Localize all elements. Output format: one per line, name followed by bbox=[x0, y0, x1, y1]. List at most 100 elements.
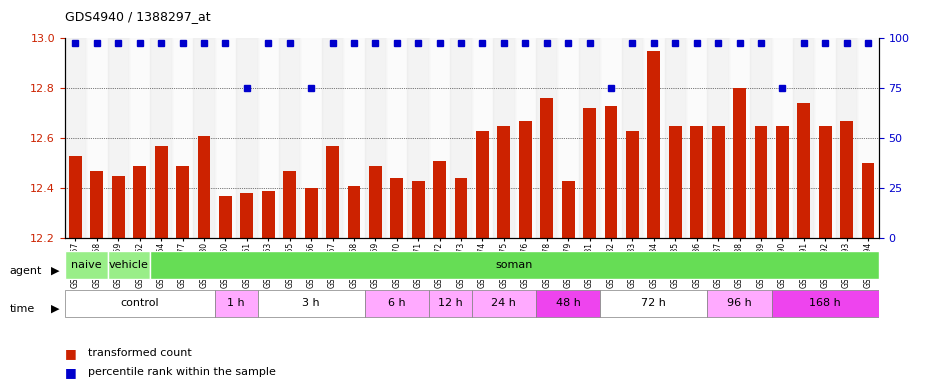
Bar bbox=[348, 185, 361, 384]
Bar bbox=[558, 38, 579, 238]
Bar bbox=[729, 38, 750, 238]
Text: GDS4940 / 1388297_at: GDS4940 / 1388297_at bbox=[65, 10, 210, 23]
Bar bbox=[797, 103, 810, 384]
Bar bbox=[686, 38, 708, 238]
Bar bbox=[433, 161, 446, 384]
Text: control: control bbox=[120, 298, 159, 308]
Bar bbox=[476, 131, 489, 384]
Bar bbox=[343, 38, 364, 238]
Bar bbox=[215, 38, 236, 238]
FancyBboxPatch shape bbox=[257, 290, 364, 317]
Bar bbox=[408, 38, 429, 238]
Bar bbox=[279, 38, 301, 238]
Bar bbox=[91, 170, 104, 384]
Bar bbox=[690, 126, 703, 384]
Text: ■: ■ bbox=[65, 347, 77, 360]
Text: agent: agent bbox=[9, 266, 42, 276]
Bar bbox=[172, 38, 193, 238]
Bar bbox=[836, 38, 857, 238]
Bar bbox=[493, 38, 514, 238]
FancyBboxPatch shape bbox=[536, 290, 600, 317]
Bar bbox=[240, 193, 253, 384]
Text: 6 h: 6 h bbox=[388, 298, 405, 308]
Text: vehicle: vehicle bbox=[109, 260, 149, 270]
Text: soman: soman bbox=[496, 260, 534, 270]
Bar bbox=[622, 38, 643, 238]
Bar bbox=[262, 190, 275, 384]
FancyBboxPatch shape bbox=[771, 290, 879, 317]
Text: 12 h: 12 h bbox=[438, 298, 462, 308]
FancyBboxPatch shape bbox=[215, 290, 257, 317]
FancyBboxPatch shape bbox=[364, 290, 429, 317]
Text: naive: naive bbox=[71, 260, 102, 270]
Bar bbox=[600, 38, 622, 238]
Text: ■: ■ bbox=[65, 366, 77, 379]
Text: 3 h: 3 h bbox=[302, 298, 320, 308]
Bar bbox=[133, 166, 146, 384]
FancyBboxPatch shape bbox=[472, 290, 536, 317]
Bar bbox=[219, 195, 232, 384]
Bar bbox=[301, 38, 322, 238]
Bar bbox=[107, 38, 129, 238]
Text: 72 h: 72 h bbox=[641, 298, 666, 308]
Bar bbox=[708, 38, 729, 238]
Bar bbox=[129, 38, 151, 238]
Text: time: time bbox=[9, 304, 34, 314]
FancyBboxPatch shape bbox=[151, 251, 879, 279]
Bar bbox=[429, 38, 450, 238]
Bar bbox=[605, 106, 617, 384]
Bar bbox=[450, 38, 472, 238]
Bar bbox=[69, 156, 82, 384]
Bar bbox=[236, 38, 257, 238]
Bar bbox=[669, 126, 682, 384]
Bar bbox=[283, 170, 296, 384]
Bar bbox=[771, 38, 793, 238]
Text: 1 h: 1 h bbox=[228, 298, 245, 308]
FancyBboxPatch shape bbox=[708, 290, 771, 317]
Bar bbox=[198, 136, 210, 384]
Bar bbox=[840, 121, 853, 384]
Bar bbox=[193, 38, 215, 238]
Bar bbox=[154, 146, 167, 384]
Bar bbox=[648, 51, 660, 384]
Bar bbox=[579, 38, 600, 238]
Bar bbox=[514, 38, 536, 238]
Bar bbox=[857, 38, 879, 238]
Text: 48 h: 48 h bbox=[556, 298, 581, 308]
FancyBboxPatch shape bbox=[65, 290, 215, 317]
Text: ▶: ▶ bbox=[51, 266, 59, 276]
Bar bbox=[386, 38, 408, 238]
Text: ▶: ▶ bbox=[51, 304, 59, 314]
Bar bbox=[561, 180, 574, 384]
Text: 24 h: 24 h bbox=[491, 298, 516, 308]
Bar bbox=[176, 166, 189, 384]
FancyBboxPatch shape bbox=[65, 251, 107, 279]
Bar bbox=[322, 38, 343, 238]
Bar bbox=[643, 38, 664, 238]
Bar bbox=[65, 38, 86, 238]
Bar bbox=[776, 126, 789, 384]
Bar bbox=[664, 38, 686, 238]
Bar bbox=[540, 98, 553, 384]
Bar bbox=[626, 131, 639, 384]
Bar bbox=[815, 38, 836, 238]
Bar bbox=[819, 126, 832, 384]
Text: 96 h: 96 h bbox=[727, 298, 752, 308]
Bar bbox=[498, 126, 511, 384]
FancyBboxPatch shape bbox=[600, 290, 708, 317]
Bar bbox=[257, 38, 279, 238]
Bar bbox=[390, 178, 403, 384]
Bar bbox=[412, 180, 425, 384]
Bar bbox=[750, 38, 771, 238]
Bar bbox=[583, 108, 596, 384]
Bar bbox=[151, 38, 172, 238]
Bar bbox=[369, 166, 382, 384]
Bar bbox=[755, 126, 768, 384]
FancyBboxPatch shape bbox=[107, 251, 151, 279]
Text: percentile rank within the sample: percentile rank within the sample bbox=[88, 367, 276, 377]
Bar bbox=[536, 38, 558, 238]
Text: 168 h: 168 h bbox=[809, 298, 841, 308]
Bar bbox=[454, 178, 467, 384]
Bar bbox=[327, 146, 339, 384]
Bar bbox=[861, 163, 874, 384]
